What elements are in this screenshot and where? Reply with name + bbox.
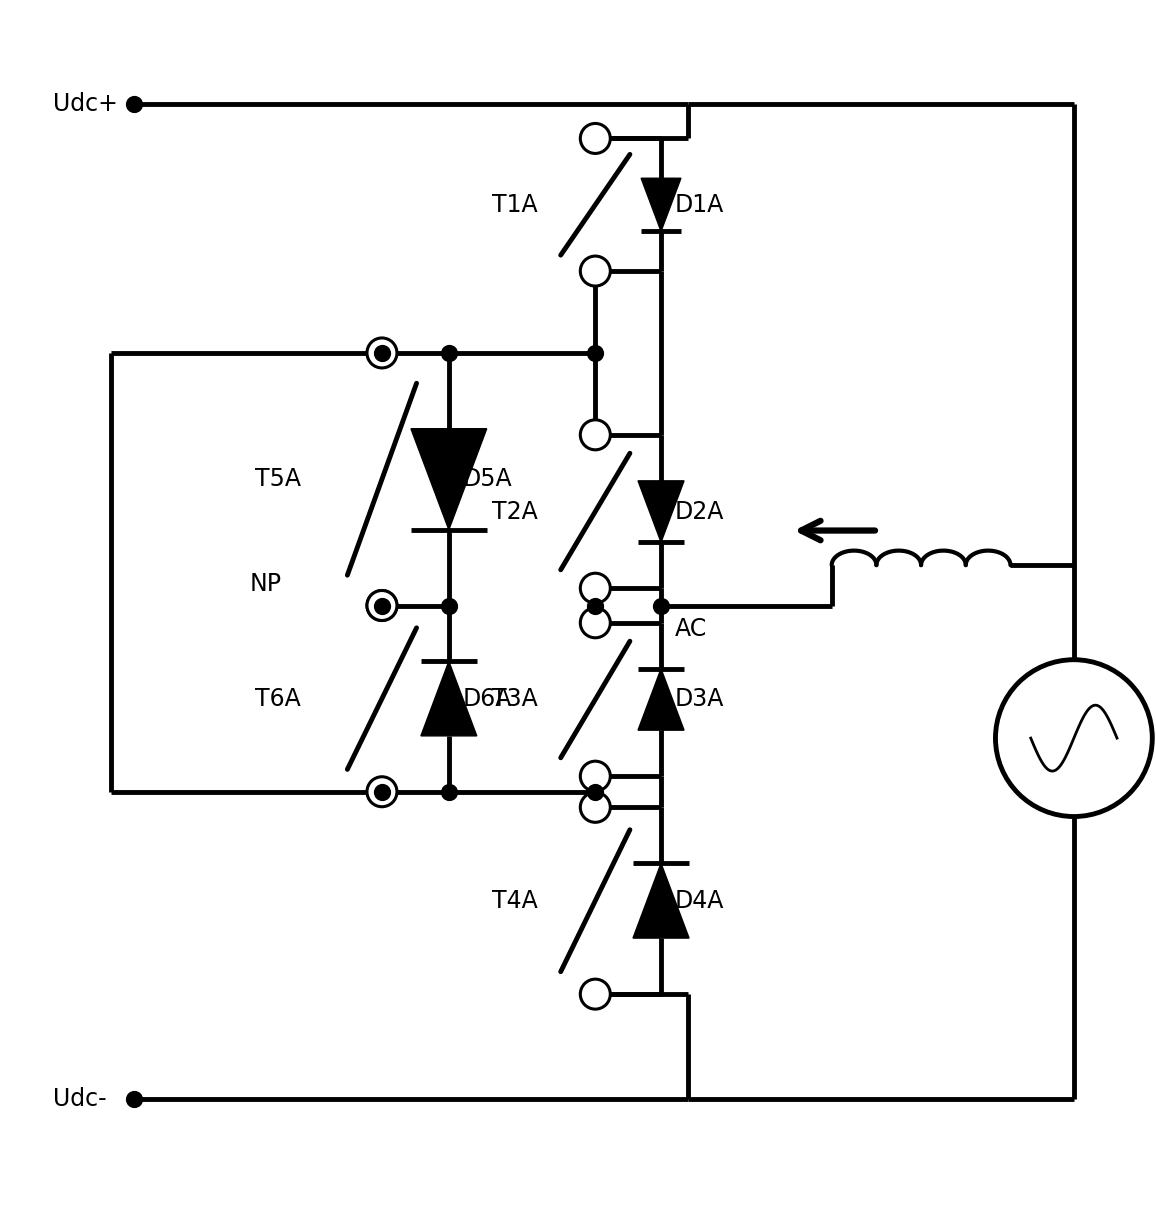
Point <box>372 782 391 802</box>
Point <box>372 343 391 362</box>
Polygon shape <box>410 429 487 529</box>
Point <box>125 1090 143 1109</box>
Point <box>439 596 458 615</box>
Point <box>125 94 143 114</box>
Text: D2A: D2A <box>675 499 725 523</box>
Point <box>586 782 605 802</box>
Text: T2A: T2A <box>491 499 538 523</box>
Polygon shape <box>642 178 681 231</box>
Circle shape <box>366 591 397 620</box>
Point <box>372 596 391 615</box>
Circle shape <box>366 591 397 620</box>
Text: Udc+: Udc+ <box>53 92 118 116</box>
Point <box>439 782 458 802</box>
Text: Udc-: Udc- <box>53 1087 106 1110</box>
Polygon shape <box>421 661 476 736</box>
Point <box>439 343 458 362</box>
Circle shape <box>580 980 610 1009</box>
Text: D4A: D4A <box>675 889 725 913</box>
Text: T4A: T4A <box>491 889 538 913</box>
Text: T6A: T6A <box>255 687 301 711</box>
Polygon shape <box>633 863 689 939</box>
Polygon shape <box>638 668 684 730</box>
Circle shape <box>995 660 1153 816</box>
Circle shape <box>366 338 397 368</box>
Circle shape <box>580 420 610 449</box>
Circle shape <box>580 792 610 822</box>
Point <box>586 596 605 615</box>
Circle shape <box>366 776 397 807</box>
Text: D3A: D3A <box>675 688 725 712</box>
Circle shape <box>580 762 610 791</box>
Text: AC: AC <box>675 618 707 641</box>
Circle shape <box>580 256 610 286</box>
Text: T1A: T1A <box>491 193 538 217</box>
Text: T5A: T5A <box>255 467 301 492</box>
Text: D5A: D5A <box>462 467 512 492</box>
Circle shape <box>580 124 610 154</box>
Circle shape <box>580 608 610 638</box>
Text: D1A: D1A <box>675 193 724 217</box>
Point <box>652 596 670 615</box>
Text: D6A: D6A <box>462 687 512 711</box>
Polygon shape <box>638 481 684 543</box>
Point <box>586 343 605 362</box>
Text: T3A: T3A <box>491 688 538 712</box>
Text: NP: NP <box>250 573 281 596</box>
Circle shape <box>580 573 610 603</box>
